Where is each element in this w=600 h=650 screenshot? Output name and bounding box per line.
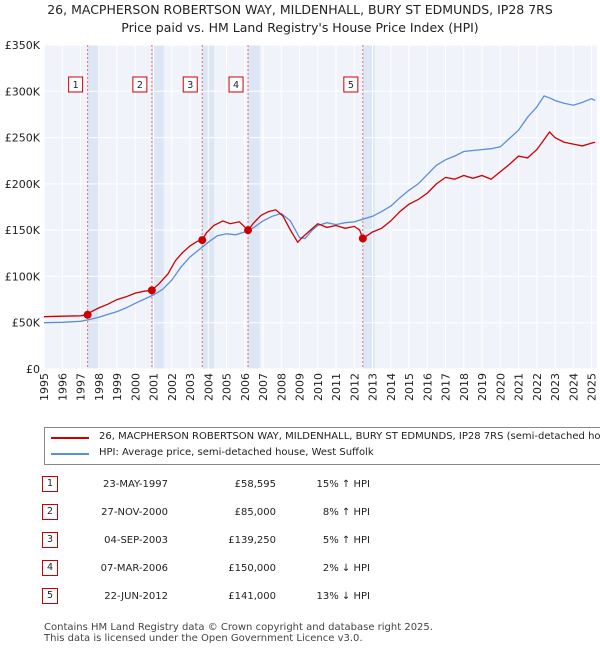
sale-point-2: [147, 286, 156, 295]
sale-hpi-diff: 5% ↑ HPI: [322, 534, 370, 546]
x-tick-label: 2025: [586, 373, 599, 401]
chart-legend: 26, MACPHERSON ROBERTSON WAY, MILDENHALL…: [44, 427, 600, 465]
sale-number-badge: 5: [42, 588, 58, 604]
transactions-table: 1 23-MAY-1997 £58,595 15% ↑ HPI 2 27-NOV…: [42, 470, 370, 610]
x-tick-label: 2014: [385, 373, 398, 401]
table-row: 3 04-SEP-2003 £139,250 5% ↑ HPI: [42, 526, 370, 554]
x-tick-label: 2024: [567, 373, 580, 401]
price-chart: 1 2 3 4 5 £0 £50K £100K £150K £200K £250K £300K £350…: [5, 39, 599, 401]
sale-date: 07-MAR-2006: [100, 562, 168, 574]
x-tick-label: 2006: [239, 373, 252, 401]
sale-number-badge: 3: [42, 532, 58, 548]
y-tick-label: £0: [26, 363, 40, 376]
x-tick-label: 2019: [476, 373, 489, 401]
table-row: 1 23-MAY-1997 £58,595 15% ↑ HPI: [42, 470, 370, 498]
x-tick-label: 2000: [129, 373, 142, 401]
x-tick-label: 2023: [549, 373, 562, 401]
table-row: 4 07-MAR-2006 £150,000 2% ↓ HPI: [42, 554, 370, 582]
footer-attribution: Contains HM Land Registry data © Crown c…: [44, 622, 433, 644]
sale-label-box-3: [182, 76, 198, 93]
x-tick-label: 2015: [403, 373, 416, 401]
chart-title: 26, MACPHERSON ROBERTSON WAY, MILDENHALL…: [47, 2, 553, 17]
x-tick-label: 2002: [166, 373, 179, 401]
footer-licence: This data is licensed under the Open Gov…: [44, 633, 363, 644]
sale-date: 22-JUN-2012: [104, 590, 168, 602]
x-tick-label: 1996: [56, 373, 69, 401]
y-tick-label: £150K: [5, 224, 41, 237]
sale-point-1: [83, 310, 92, 319]
footer-copyright: Contains HM Land Registry data © Crown c…: [44, 622, 433, 633]
sale-label-3: 3: [187, 80, 193, 91]
sale-price: £141,000: [228, 590, 276, 602]
y-tick-label: £300K: [5, 85, 41, 98]
y-tick-label: £250K: [5, 132, 41, 145]
legend-swatch-property: [51, 437, 89, 439]
y-tick-label: £350K: [5, 39, 41, 52]
x-tick-label: 2017: [440, 373, 453, 401]
y-tick-label: £50K: [12, 317, 41, 330]
sale-number-badge: 4: [42, 560, 58, 576]
x-tick-label: 2022: [531, 373, 544, 401]
x-tick-label: 2020: [494, 373, 507, 401]
sale-label-box-2: [132, 76, 148, 93]
sale-point-3: [198, 236, 207, 245]
sale-date: 23-MAY-1997: [102, 478, 168, 490]
sale-number-badge: 1: [42, 476, 58, 492]
sale-price: £85,000: [234, 506, 276, 518]
chart-subtitle: Price paid vs. HM Land Registry's House …: [121, 20, 479, 35]
sale-hpi-diff: 13% ↓ HPI: [316, 590, 370, 602]
sale-price: £139,250: [228, 534, 276, 546]
sale-hpi-diff: 2% ↓ HPI: [322, 562, 370, 574]
sale-point-4: [244, 226, 253, 235]
x-tick-label: 2009: [294, 373, 307, 401]
sale-hpi-diff: 8% ↑ HPI: [322, 506, 370, 518]
y-tick-label: £100K: [5, 270, 41, 283]
x-tick-label: 2021: [513, 373, 526, 401]
x-tick-label: 2013: [367, 373, 380, 401]
x-tick-label: 2016: [421, 373, 434, 401]
sale-number-badge: 2: [42, 504, 58, 520]
x-tick-label: 2003: [184, 373, 197, 401]
sale-band-2: [151, 45, 164, 369]
sale-band-5: [362, 45, 375, 369]
sale-hpi-diff: 15% ↑ HPI: [316, 478, 370, 490]
x-tick-label: 2001: [148, 373, 161, 401]
x-tick-label: 2010: [312, 373, 325, 401]
x-tick-label: 2011: [330, 373, 343, 401]
sale-label-4: 4: [233, 80, 239, 91]
table-row: 5 22-JUN-2012 £141,000 13% ↓ HPI: [42, 582, 370, 610]
sale-label-box-1: [68, 76, 84, 93]
x-tick-label: 1998: [93, 373, 106, 401]
legend-swatch-hpi: [51, 453, 89, 455]
x-tick-label: 2008: [275, 373, 288, 401]
series-line-hpi: [43, 95, 596, 324]
sale-price: £150,000: [228, 562, 276, 574]
sale-band-1: [87, 45, 100, 369]
x-tick-label: 2012: [348, 373, 361, 401]
sale-label-5: 5: [348, 80, 354, 91]
x-tick-label: 1995: [38, 373, 51, 401]
x-tick-label: 1997: [75, 373, 88, 401]
sale-band-4: [248, 45, 260, 369]
sale-label-box-5: [343, 76, 359, 93]
table-row: 2 27-NOV-2000 £85,000 8% ↑ HPI: [42, 498, 370, 526]
plot-area: [44, 45, 597, 369]
x-tick-label: 2007: [257, 373, 270, 401]
x-tick-label: 2005: [221, 373, 234, 401]
y-tick-label: £200K: [5, 178, 41, 191]
x-tick-label: 2004: [202, 373, 215, 401]
sale-date: 04-SEP-2003: [104, 534, 168, 546]
sale-date: 27-NOV-2000: [101, 506, 168, 518]
sale-point-5: [358, 234, 367, 243]
legend-label-property: 26, MACPHERSON ROBERTSON WAY, MILDENHALL…: [99, 431, 600, 442]
sale-price: £58,595: [234, 478, 276, 490]
sale-label-1: 1: [73, 80, 79, 91]
x-tick-label: 1999: [111, 373, 124, 401]
sale-label-box-4: [228, 76, 244, 93]
x-tick-label: 2018: [458, 373, 471, 401]
sale-label-2: 2: [137, 80, 143, 91]
legend-label-hpi: HPI: Average price, semi-detached house,…: [99, 447, 374, 458]
